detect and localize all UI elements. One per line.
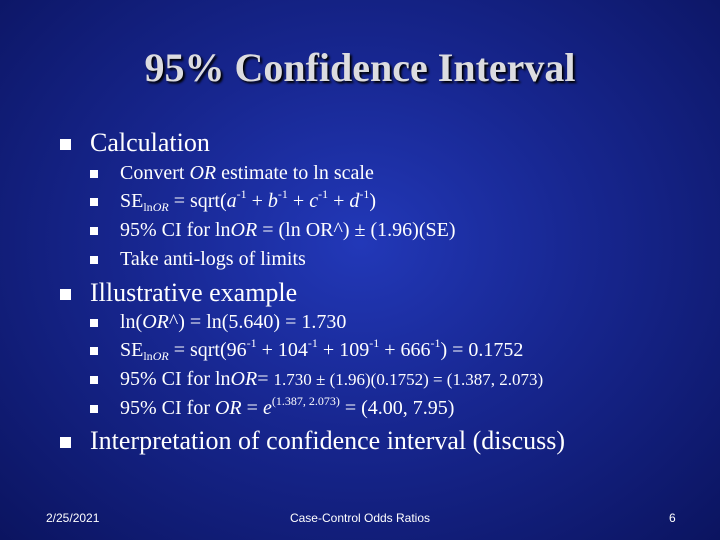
sub-bullet-text: Convert OR estimate to ln scale xyxy=(120,162,374,184)
footer-date: 2/25/2021 xyxy=(46,511,100,525)
bullet-label: Calculation xyxy=(90,128,210,157)
sub-bullet-text: 95% CI for OR = e(1.387, 2.073) = (4.00,… xyxy=(120,394,455,419)
sub-bullet-text: 95% CI for lnOR= 1.730 ± (1.96)(0.1752) … xyxy=(120,368,544,390)
square-bullet-icon xyxy=(90,405,98,413)
slide-title: 95% Confidence Interval xyxy=(144,45,576,90)
square-bullet-icon xyxy=(60,437,71,448)
square-bullet-icon xyxy=(90,170,98,178)
square-bullet-icon xyxy=(90,256,98,264)
sub-bullet-text: SElnOR = sqrt(a-1 + b-1 + c-1 + d-1) xyxy=(120,187,377,214)
sub-bullet-text: ln(OR^) = ln(5.640) = 1.730 xyxy=(120,311,347,333)
square-bullet-icon xyxy=(90,198,98,206)
sub-bullet-text: SElnOR = sqrt(96-1 + 104-1 + 109-1 + 666… xyxy=(120,336,524,363)
footer-title: Case-Control Odds Ratios xyxy=(289,511,431,525)
slide-number: 6 xyxy=(669,511,676,525)
square-bullet-icon xyxy=(60,139,71,150)
square-bullet-icon xyxy=(60,289,71,300)
square-bullet-icon xyxy=(90,347,98,355)
square-bullet-icon xyxy=(90,319,98,327)
square-bullet-icon xyxy=(90,227,98,235)
sub-bullet-text: 95% CI for lnOR = (ln OR^) ± (1.96)(SE) xyxy=(120,219,456,241)
bullet-label: Illustrative example xyxy=(90,278,298,307)
sub-bullet-text: Take anti-logs of limits xyxy=(120,248,306,270)
bullet-label: Interpretation of confidence interval (d… xyxy=(90,426,566,455)
square-bullet-icon xyxy=(90,376,98,384)
